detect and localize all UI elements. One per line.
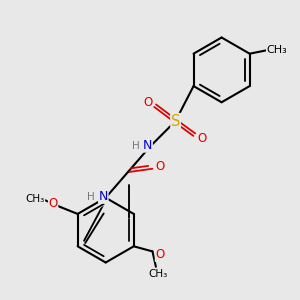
- Text: CH₃: CH₃: [148, 269, 167, 279]
- Text: CH₃: CH₃: [26, 194, 45, 204]
- Text: CH₃: CH₃: [266, 45, 287, 55]
- Text: H: H: [88, 192, 95, 202]
- Text: N: N: [99, 190, 108, 203]
- Text: O: O: [155, 248, 165, 261]
- Text: O: O: [197, 132, 206, 145]
- Text: O: O: [49, 196, 58, 209]
- Text: O: O: [143, 96, 152, 109]
- Text: O: O: [155, 160, 164, 172]
- Text: S: S: [171, 113, 180, 128]
- Text: N: N: [143, 139, 152, 152]
- Text: H: H: [132, 141, 140, 151]
